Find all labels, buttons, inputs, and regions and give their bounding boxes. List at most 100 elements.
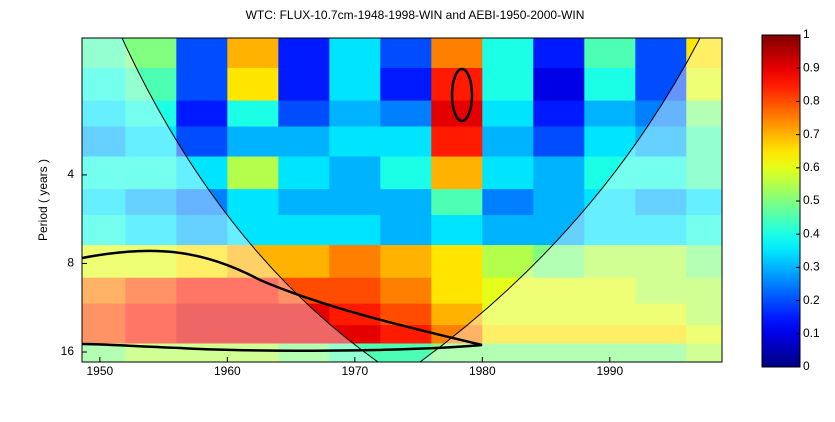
heatmap-cell xyxy=(176,303,228,326)
heatmap-cell xyxy=(278,189,330,216)
heatmap-cell xyxy=(380,67,432,102)
heatmap xyxy=(82,38,722,362)
heatmap-cell xyxy=(431,156,483,190)
heatmap-cell xyxy=(329,38,381,69)
heatmap-cell xyxy=(686,126,722,158)
heatmap-cell xyxy=(82,38,126,69)
colorbar xyxy=(761,34,801,368)
heatmap-cell xyxy=(584,156,636,190)
heatmap-cell xyxy=(431,277,483,305)
heatmap-cell xyxy=(329,100,381,127)
heatmap-cell xyxy=(635,67,687,102)
heatmap-cell xyxy=(329,126,381,158)
heatmap-cell xyxy=(533,100,585,127)
significance-contour xyxy=(82,249,483,352)
colorbar-tick-label: 0 xyxy=(803,359,810,373)
heatmap-cell xyxy=(686,100,722,127)
heatmap-cell xyxy=(278,100,330,127)
colorbar-tick-label: 0.7 xyxy=(803,127,820,141)
heatmap-cell xyxy=(635,215,687,246)
heatmap-cell xyxy=(329,215,381,246)
x-tick-label: 1950 xyxy=(86,364,113,378)
heatmap-cell xyxy=(329,343,381,362)
heatmap-cell xyxy=(125,215,177,246)
heatmap-cell xyxy=(380,100,432,127)
heatmap-cell xyxy=(533,245,585,279)
heatmap-cell xyxy=(278,303,330,326)
cone-of-influence xyxy=(82,38,722,362)
heatmap-cell xyxy=(125,277,177,305)
heatmap-cell xyxy=(584,303,636,326)
heatmap-cell xyxy=(82,189,126,216)
heatmap-cell xyxy=(584,67,636,102)
colorbar-tick-label: 0.6 xyxy=(803,160,820,174)
heatmap-cell xyxy=(431,325,483,344)
heatmap-cell xyxy=(635,325,687,344)
heatmap-cell xyxy=(431,215,483,246)
heatmap-cell xyxy=(227,67,279,102)
colorbar-tick-label: 0.4 xyxy=(803,226,820,240)
heatmap-cell xyxy=(125,189,177,216)
heatmap-cell xyxy=(686,67,722,102)
heatmap-cell xyxy=(482,100,534,127)
heatmap-cell xyxy=(125,126,177,158)
colorbar-tick-label: 0.9 xyxy=(803,60,820,74)
heatmap-cell xyxy=(584,38,636,69)
heatmap-cell xyxy=(125,325,177,344)
heatmap-cell xyxy=(227,303,279,326)
heatmap-cell xyxy=(584,325,636,344)
heatmap-cell xyxy=(329,189,381,216)
x-tick-label: 1990 xyxy=(596,364,623,378)
heatmap-cell xyxy=(584,100,636,127)
heatmap-cell xyxy=(482,343,534,362)
heatmap-cell xyxy=(584,126,636,158)
heatmap-cell xyxy=(686,277,722,305)
heatmap-cell xyxy=(482,67,534,102)
heatmap-cell xyxy=(82,126,126,158)
heatmap-cell xyxy=(635,189,687,216)
heatmap-cell xyxy=(278,156,330,190)
heatmap-cell xyxy=(431,245,483,279)
heatmap-cell xyxy=(686,156,722,190)
heatmap-cell xyxy=(482,303,534,326)
heatmap-cell xyxy=(176,126,228,158)
heatmap-cell xyxy=(482,325,534,344)
heatmap-cell xyxy=(686,245,722,279)
heatmap-cell xyxy=(380,38,432,69)
heatmap-cell xyxy=(533,189,585,216)
heatmap-cell xyxy=(380,325,432,344)
heatmap-cell xyxy=(380,277,432,305)
heatmap-cell xyxy=(82,277,126,305)
heatmap-cell xyxy=(584,277,636,305)
coi-left xyxy=(82,38,379,362)
heatmap-cell xyxy=(380,303,432,326)
heatmap-cell xyxy=(482,215,534,246)
heatmap-cell xyxy=(278,215,330,246)
heatmap-cell xyxy=(227,189,279,216)
heatmap-cell xyxy=(82,215,126,246)
heatmap-cell xyxy=(635,156,687,190)
heatmap-cell xyxy=(278,325,330,344)
heatmap-cell xyxy=(227,215,279,246)
heatmap-cell xyxy=(278,245,330,279)
heatmap-cell xyxy=(380,189,432,216)
significance-contour xyxy=(450,67,474,123)
heatmap-cell xyxy=(431,38,483,69)
heatmap-cell xyxy=(584,343,636,362)
heatmap-cell xyxy=(533,38,585,69)
heatmap-cell xyxy=(533,303,585,326)
x-tick-label: 1960 xyxy=(214,364,241,378)
heatmap-cell xyxy=(227,100,279,127)
heatmap-cell xyxy=(635,303,687,326)
heatmap-cell xyxy=(329,67,381,102)
heatmap-cell xyxy=(431,303,483,326)
heatmap-cell xyxy=(278,126,330,158)
heatmap-cell xyxy=(227,277,279,305)
heatmap-cell xyxy=(329,325,381,344)
colorbar-tick-label: 0.2 xyxy=(803,293,820,307)
heatmap-cell xyxy=(82,67,126,102)
heatmap-cell xyxy=(380,156,432,190)
colorbar-tick-label: 0.3 xyxy=(803,260,820,274)
heatmap-cell xyxy=(380,126,432,158)
heatmap-cell xyxy=(686,303,722,326)
